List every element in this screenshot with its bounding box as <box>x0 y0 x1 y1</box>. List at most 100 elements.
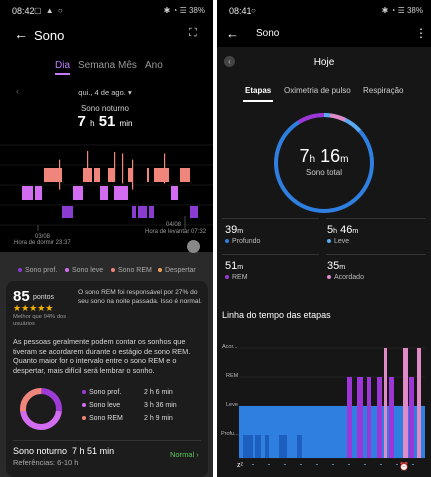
stat-rem-dot <box>225 275 229 280</box>
hypnogram-segment <box>44 168 51 182</box>
legend-deep: Sono prof. <box>18 267 57 274</box>
total-minutes: 16 <box>320 146 341 166</box>
timeline-deep-segment <box>297 435 302 458</box>
hypnogram-segment <box>67 206 73 218</box>
hypnogram-segment <box>149 206 154 218</box>
legend-light-dot <box>65 268 69 273</box>
stat-light-hours: 5 <box>327 224 334 236</box>
hypnogram-spike <box>164 153 166 184</box>
legend-rem-dot <box>111 268 115 273</box>
summary-title: Sono noturno 7 h 51 min <box>13 446 115 456</box>
legend-rem: Sono REM <box>111 267 152 274</box>
tab-stages-underline <box>243 100 273 102</box>
hypnogram-segment <box>83 168 87 182</box>
hypnogram-segment <box>138 206 147 218</box>
total-minutes-unit: m <box>340 154 349 165</box>
hypnogram-segment <box>132 206 136 218</box>
date-selector[interactable]: qui., 4 de ago. ▾ <box>40 88 170 97</box>
status-bar: 08:42 ▢ ▲ ○ ✱ ◔ ☰ 38% <box>0 0 213 22</box>
battery-level: 38% <box>406 6 423 15</box>
hypnogram-spike <box>122 153 124 184</box>
legend-deep-dot <box>18 268 22 273</box>
summary-references: Referências: 6-10 h <box>13 458 79 467</box>
notification-icons: ▢ ▲ ○ <box>34 6 64 15</box>
stage-row-light: Sono leve 3 h 36 min <box>82 402 194 409</box>
stat-light-unit: m <box>352 228 359 235</box>
date-label: qui., 4 de ago. <box>78 88 126 97</box>
sleep-minutes: 51 <box>98 113 116 130</box>
stat-divider <box>222 218 319 219</box>
hypnogram-segment <box>35 186 42 200</box>
timeline-level-deep: Profu... <box>221 431 239 437</box>
stat-awake-value: 35m <box>327 260 345 272</box>
hypnogram-segment <box>62 206 67 218</box>
timeline-tick <box>268 464 270 465</box>
hypnogram-segment <box>147 168 149 182</box>
status-time: 08:41 <box>229 6 252 16</box>
wake-label: Hora de levantar 07:32 <box>145 229 207 235</box>
bedtime-date: 03/08 <box>35 234 51 240</box>
timeline-rem-segment <box>377 377 382 458</box>
hypnogram-segment <box>100 186 108 200</box>
stat-deep-minutes: 39 <box>225 224 238 236</box>
timeline-tick <box>284 464 286 465</box>
hypnogram-spike <box>132 159 134 190</box>
card-divider <box>13 440 201 441</box>
sleep-analysis-card <box>6 281 208 477</box>
timeline-deep-segment <box>279 435 287 458</box>
fullscreen-icon[interactable]: ⛶ <box>189 27 197 39</box>
previous-day-icon[interactable]: ‹ <box>16 86 19 96</box>
stat-deep-unit: m <box>237 228 244 235</box>
hypnogram-segment <box>171 186 178 200</box>
stage-light-duration: 3 h 36 min <box>144 402 177 409</box>
sleep-hours: 7 <box>77 113 86 130</box>
stat-light-label: Leve <box>327 238 349 245</box>
rem-explanation: As pessoas geralmente podem contar os so… <box>13 337 191 375</box>
hypnogram-spike <box>114 151 116 182</box>
back-arrow-icon[interactable]: ← <box>14 26 28 42</box>
hypnogram-spike <box>59 159 61 190</box>
timeline-rem-segment <box>389 377 394 458</box>
back-arrow-icon[interactable]: ← <box>226 26 239 41</box>
previous-day-button[interactable]: ‹ <box>224 56 235 67</box>
timeline-tick <box>412 464 414 465</box>
timeline-tick <box>300 464 302 465</box>
total-hours-unit: h <box>309 154 316 165</box>
stat-light-text: Leve <box>334 238 350 245</box>
chevron-down-icon: ▾ <box>127 88 132 97</box>
timeline-deep-segment <box>255 435 261 458</box>
hypnogram-segment <box>128 168 132 182</box>
tab-year[interactable]: Ano <box>145 60 163 71</box>
score-unit: pontos <box>33 294 55 301</box>
sleep-stages-donut <box>20 388 62 430</box>
legend-light: Sono leve <box>65 267 103 274</box>
tab-respiration[interactable]: Respiração <box>363 86 404 95</box>
more-options-icon[interactable]: ⋮ <box>415 26 427 40</box>
stage-light-dot <box>82 403 86 408</box>
battery-level: 38% <box>188 6 205 15</box>
tab-month[interactable]: Mês <box>118 60 137 71</box>
hypnogram-segment <box>87 168 92 182</box>
tab-pulse-oximetry[interactable]: Oximetria de pulso <box>284 86 351 95</box>
page-title: Sono <box>34 28 65 43</box>
status-right: ✱ ◔ ☰ 38% <box>381 6 423 15</box>
stage-deep-duration: 2 h 6 min <box>144 389 173 396</box>
stat-rem-unit: m <box>237 264 244 271</box>
sleep-hours-unit: h <box>90 119 95 128</box>
stage-rem-dot <box>82 416 86 421</box>
tab-week[interactable]: Semana <box>78 60 116 71</box>
day-label: Hoje <box>313 57 335 68</box>
total-sleep-value: 7h 16m <box>271 146 377 167</box>
timeline-tick <box>348 464 350 465</box>
summary-status-link[interactable]: Normal › <box>170 450 199 459</box>
tab-day[interactable]: Dia <box>55 60 71 71</box>
hypnogram-segment <box>114 186 122 200</box>
stat-rem-value: 51m <box>225 260 243 272</box>
tab-stages[interactable]: Etapas <box>245 86 272 95</box>
scroll-handle[interactable] <box>187 240 200 253</box>
stat-divider <box>326 218 426 219</box>
sleep-screen-stages: 08:41 ○ ✱ ◔ ☰ 38% ← Sono ⋮ ‹ Hoje Etapas… <box>217 0 431 477</box>
legend-light-label: Sono leve <box>72 267 104 274</box>
stage-rem-duration: 2 h 9 min <box>144 415 173 422</box>
sleep-screen-day: 08:42 ▢ ▲ ○ ✱ ◔ ☰ 38% ← Sono ⛶ Dia Seman… <box>0 0 213 477</box>
